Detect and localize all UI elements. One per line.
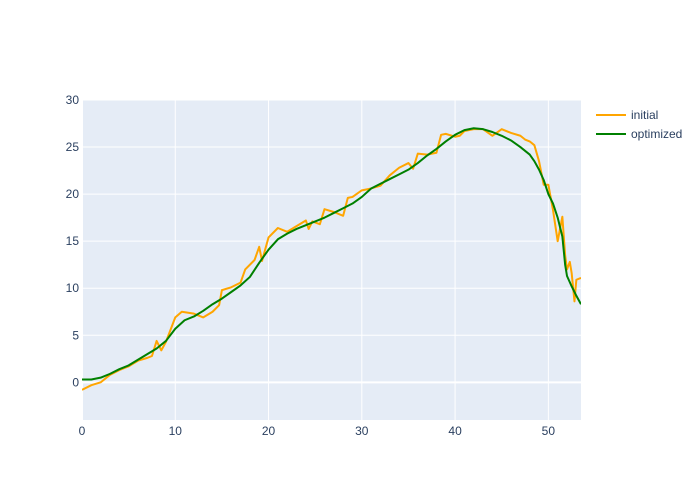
y-tick-label: 10 [66,281,80,295]
x-tick-label: 10 [169,424,183,438]
y-tick-label: 30 [66,93,80,107]
x-axis-tick-labels: 0 10 20 30 40 50 [79,424,556,438]
series-line-optimized [82,127,581,381]
legend-label: optimized [631,127,682,141]
zero-lines [81,100,581,420]
plot-area-background [82,100,581,420]
x-tick-label: 30 [355,424,369,438]
y-tick-label: 5 [72,328,79,342]
legend-label: initial [631,108,658,122]
x-tick-label: 50 [542,424,556,438]
y-axis-tick-labels: 0 5 10 15 20 25 30 [66,93,80,389]
legend: initial optimized [596,108,682,141]
x-tick-label: 20 [262,424,276,438]
y-tick-label: 20 [66,187,80,201]
y-tick-label: 15 [66,234,80,248]
series-line-initial [82,128,581,391]
y-tick-label: 25 [66,140,80,154]
x-tick-label: 40 [448,424,462,438]
x-tick-label: 0 [79,424,86,438]
series-lines [82,127,581,391]
grid-lines [82,99,581,420]
y-tick-label: 0 [72,375,79,389]
